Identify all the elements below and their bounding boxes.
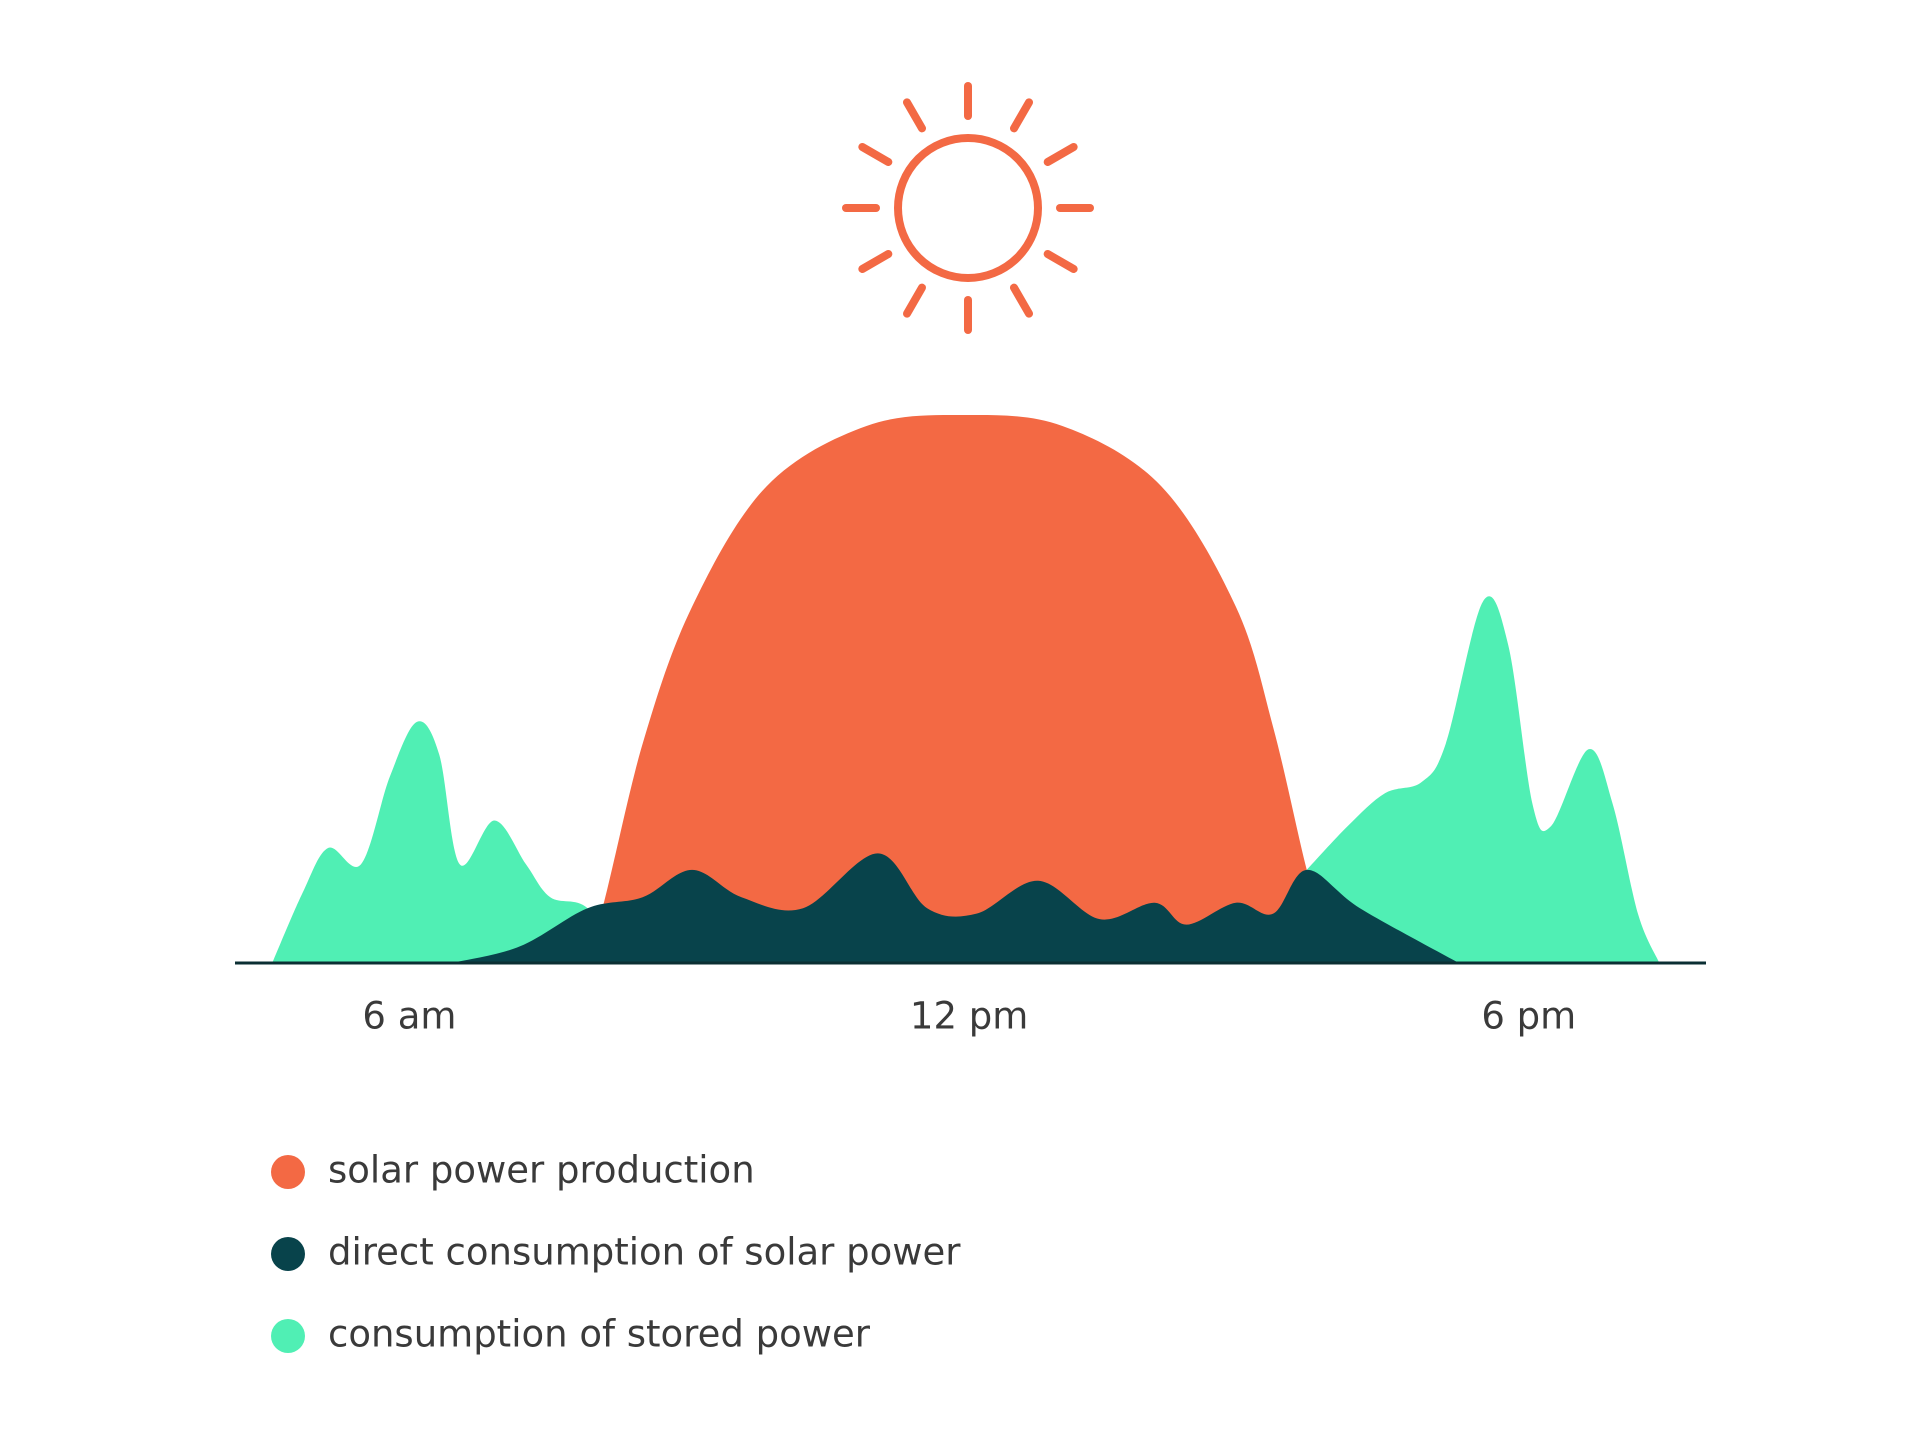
- legend-marker: [271, 1237, 305, 1271]
- sun-ray: [858, 250, 893, 273]
- sun-ray: [903, 283, 926, 318]
- x-tick-label: 12 pm: [910, 995, 1028, 1038]
- x-tick-label: 6 am: [362, 995, 456, 1038]
- legend-marker: [271, 1155, 305, 1189]
- sun-ray: [1043, 250, 1078, 273]
- sun-disc: [894, 134, 1042, 282]
- legend-label: solar power production: [328, 1149, 755, 1192]
- sun-icon: [842, 82, 1094, 334]
- sun-ray: [1010, 98, 1033, 133]
- sun-ray: [1043, 143, 1078, 166]
- areas: [272, 414, 1660, 963]
- legend-label: direct consumption of solar power: [328, 1231, 961, 1274]
- sun-ray: [858, 143, 893, 166]
- sun-ray: [1010, 283, 1033, 318]
- area: [451, 853, 1459, 963]
- sun-ray: [903, 98, 926, 133]
- x-tick-label: 6 pm: [1481, 995, 1576, 1038]
- area: [568, 414, 1333, 963]
- legend-label: consumption of stored power: [328, 1313, 871, 1356]
- legend-marker: [271, 1319, 305, 1353]
